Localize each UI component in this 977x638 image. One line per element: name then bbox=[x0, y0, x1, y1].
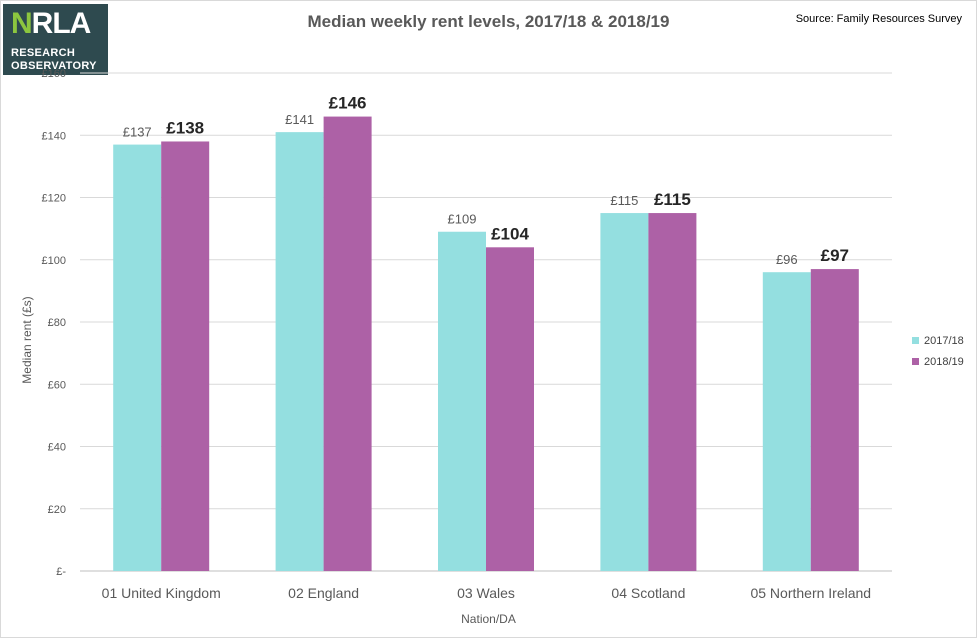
y-tick-label: £60 bbox=[48, 379, 66, 391]
y-tick-label: £100 bbox=[42, 255, 66, 267]
y-tick-label: £20 bbox=[48, 504, 66, 516]
y-tick-labels: £- £20 £40 £60 £80 £100 £120 £140 £160 bbox=[42, 68, 67, 578]
logo-line-observatory: OBSERVATORY bbox=[11, 60, 97, 72]
y-tick-label: £80 bbox=[48, 317, 66, 329]
legend-swatch-2017-18 bbox=[912, 337, 919, 344]
nrla-logo: NRLA RESEARCH OBSERVATORY bbox=[3, 4, 108, 75]
chart-title: Median weekly rent levels, 2017/18 & 201… bbox=[307, 12, 670, 31]
bar-2018-19-1 bbox=[161, 141, 210, 571]
chart-source: Source: Family Resources Survey bbox=[795, 13, 962, 25]
category-label: 03 Wales bbox=[457, 585, 515, 601]
y-tick-label: £140 bbox=[42, 130, 66, 142]
bar-2017-18-4 bbox=[600, 213, 649, 571]
data-label: £146 bbox=[329, 94, 367, 113]
category-label: 02 England bbox=[288, 585, 359, 601]
y-axis-title: Median rent (£s) bbox=[20, 296, 34, 384]
bar-2017-18-2 bbox=[275, 132, 324, 571]
logo-line-research: RESEARCH bbox=[11, 47, 76, 59]
category-labels: 01 United Kingdom 02 England 03 Wales 04 Sc… bbox=[102, 585, 871, 601]
data-label: £138 bbox=[166, 118, 204, 137]
logo-mark: NRLA bbox=[11, 7, 91, 40]
legend-label-2018-19: 2018/19 bbox=[924, 355, 964, 368]
data-label: £137 bbox=[123, 125, 152, 140]
data-label: £115 bbox=[654, 190, 691, 209]
data-label: £96 bbox=[776, 252, 798, 267]
category-label: 01 United Kingdom bbox=[102, 585, 221, 601]
y-tick-label: £120 bbox=[42, 193, 66, 205]
bar-2018-19-3 bbox=[486, 247, 534, 572]
bar-2018-19-5 bbox=[810, 269, 859, 571]
bar-2018-19-4 bbox=[648, 213, 697, 571]
data-label: £104 bbox=[491, 224, 529, 243]
legend-item-2018-19: 2018/19 bbox=[912, 351, 964, 372]
y-tick-label: £160 bbox=[42, 68, 66, 80]
x-axis-title: Nation/DA bbox=[461, 612, 516, 626]
category-label: 04 Scotland bbox=[611, 585, 685, 601]
bars bbox=[113, 116, 859, 572]
legend-item-2017-18: 2017/18 bbox=[912, 330, 964, 351]
bar-2018-19-2 bbox=[323, 116, 372, 571]
bar-2017-18-1 bbox=[113, 144, 162, 571]
y-tick-label: £- bbox=[56, 566, 66, 578]
bar-2017-18-5 bbox=[762, 272, 811, 571]
data-label: £141 bbox=[285, 112, 314, 127]
data-label: £109 bbox=[448, 212, 477, 227]
y-tick-label: £40 bbox=[48, 442, 66, 454]
legend-swatch-2018-19 bbox=[912, 358, 919, 365]
bar-2017-18-3 bbox=[438, 231, 486, 572]
data-labels: £137 £138 £141 £146 £109 £104 £115 £115 £96 £97 bbox=[123, 94, 849, 268]
category-label: 05 Northern Ireland bbox=[750, 585, 871, 601]
legend-label-2017-18: 2017/18 bbox=[924, 334, 964, 347]
legend: 2017/18 2018/19 bbox=[912, 330, 964, 372]
data-label: £97 bbox=[821, 246, 849, 265]
data-label: £115 bbox=[610, 193, 638, 208]
